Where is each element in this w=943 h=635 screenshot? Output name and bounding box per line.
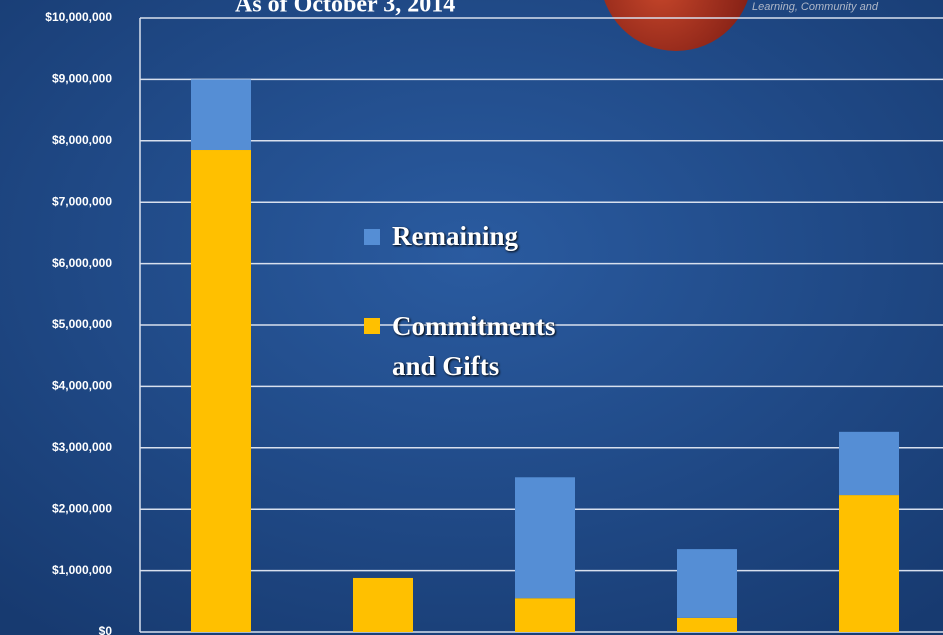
bar-segment [677,617,737,632]
logo-text: Learning, Community and [752,1,879,13]
y-tick-label: $6,000,000 [52,256,112,270]
y-tick-label: $10,000,000 [45,10,112,24]
legend-label: Remaining [392,221,519,251]
legend-swatch [364,229,380,245]
bar-segment [191,150,251,632]
bar-segment [353,577,413,632]
bar-segment [515,598,575,632]
bar-segment [515,477,575,599]
y-tick-label: $8,000,000 [52,133,112,147]
bar-segment [677,549,737,618]
chart-title: As of October 3, 2014 [235,0,455,18]
y-tick-label: $9,000,000 [52,72,112,86]
y-tick-label: $0 [99,624,113,635]
bar-segment [191,79,251,151]
legend-label: Commitments and Gifts [392,311,556,381]
y-tick-label: $3,000,000 [52,440,112,454]
bars [191,79,899,632]
bar-segment [839,495,899,632]
y-tick-label: $1,000,000 [52,563,112,577]
y-tick-label: $2,000,000 [52,501,112,515]
bar-segment [839,431,899,496]
grid: $0 $1,000,000 $2,000,000 $3,000,000 $4,000,0… [45,10,943,635]
legend-swatch [364,318,380,334]
y-tick-label: $5,000,000 [52,317,112,331]
y-tick-label: $4,000,000 [52,379,112,393]
logo [604,0,748,51]
y-tick-label: $7,000,000 [52,194,112,208]
